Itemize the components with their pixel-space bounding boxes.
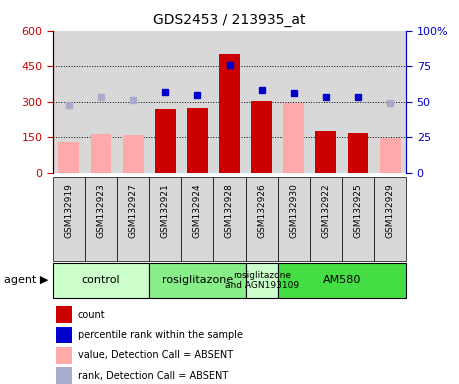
Bar [117,31,149,173]
Bar [58,142,79,173]
Bar [85,177,117,261]
Bar [374,31,406,173]
Text: GSM132925: GSM132925 [353,184,363,238]
Text: AM580: AM580 [323,275,361,285]
Text: rosiglitazone
and AGN193109: rosiglitazone and AGN193109 [224,271,299,290]
Text: count: count [78,310,105,320]
Bar [187,108,208,173]
Text: control: control [82,275,120,285]
Bar [246,263,278,298]
Bar [380,139,401,173]
Bar [246,31,278,173]
Bar [213,177,246,261]
Bar [246,177,278,261]
Text: agent ▶: agent ▶ [4,275,48,285]
Bar [117,177,149,261]
Text: GSM132924: GSM132924 [193,184,202,238]
Bar [53,31,85,173]
Text: percentile rank within the sample: percentile rank within the sample [78,330,242,340]
Bar [251,101,272,173]
Text: GSM132928: GSM132928 [225,184,234,238]
Bar [155,109,176,173]
Bar [315,131,336,173]
Text: GSM132921: GSM132921 [161,184,170,238]
Bar [181,31,213,173]
Text: value, Detection Call = ABSENT: value, Detection Call = ABSENT [78,350,233,360]
Text: GSM132923: GSM132923 [96,184,106,238]
Text: rank, Detection Call = ABSENT: rank, Detection Call = ABSENT [78,371,228,381]
Bar [149,31,181,173]
Text: GSM132922: GSM132922 [321,184,330,238]
Bar [278,177,310,261]
Text: rosiglitazone: rosiglitazone [162,275,233,285]
Bar [85,31,117,173]
Bar [310,177,342,261]
Bar [149,177,181,261]
Bar [56,306,72,323]
Text: GSM132929: GSM132929 [386,184,395,238]
Bar [278,31,310,173]
Text: GSM132926: GSM132926 [257,184,266,238]
Bar [342,177,374,261]
Bar [53,177,85,261]
Bar [219,55,240,173]
Text: GSM132919: GSM132919 [64,184,73,238]
Bar [53,263,149,298]
Bar [342,31,374,173]
Bar [90,134,112,173]
Bar [213,31,246,173]
Bar [347,132,369,173]
Bar [56,347,72,364]
Bar [278,263,406,298]
Bar [283,103,304,173]
Text: GSM132930: GSM132930 [289,184,298,238]
Bar [181,177,213,261]
Bar [56,367,72,384]
Bar [149,263,246,298]
Bar [56,326,72,343]
Text: GSM132927: GSM132927 [129,184,138,238]
Bar [123,135,144,173]
Bar [374,177,406,261]
Title: GDS2453 / 213935_at: GDS2453 / 213935_at [153,13,306,27]
Bar [310,31,342,173]
